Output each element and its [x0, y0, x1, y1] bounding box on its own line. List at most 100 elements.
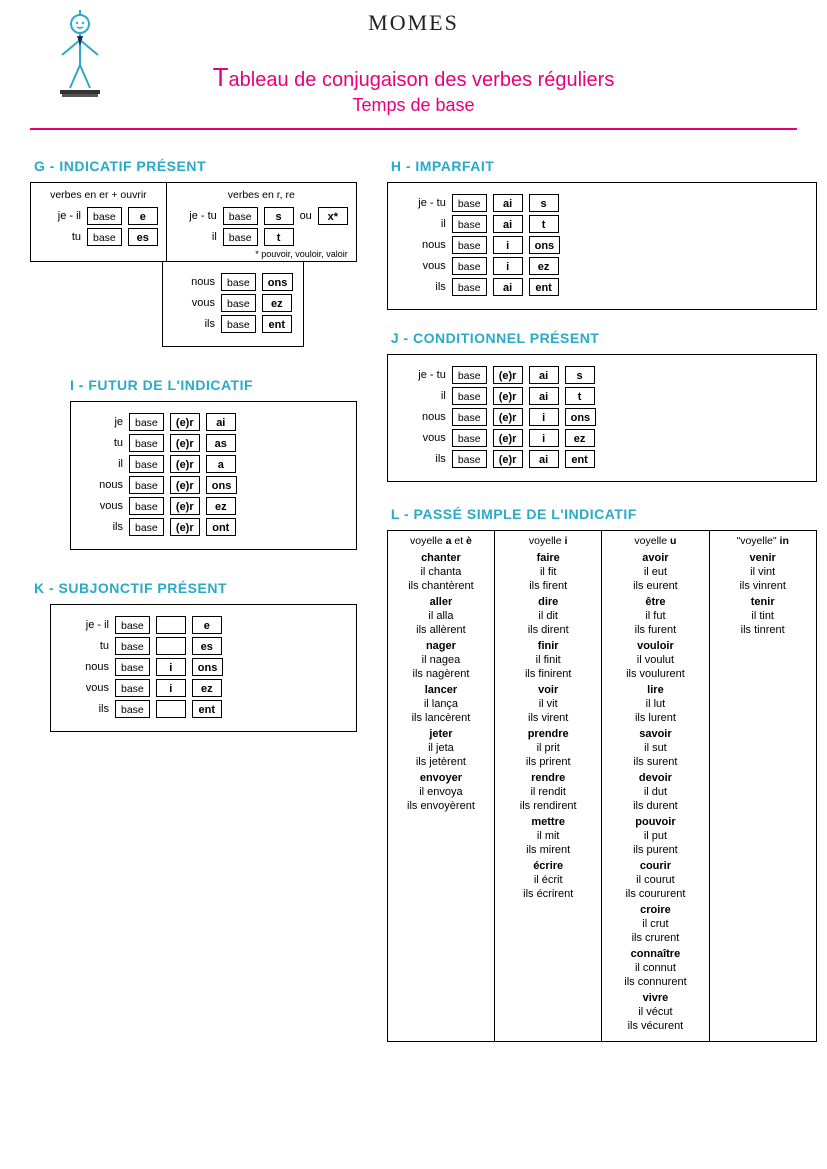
pronoun: tu	[81, 437, 123, 449]
verb-form: il tint	[714, 609, 812, 623]
verb-infinitive: lire	[606, 683, 704, 697]
column-header: "voyelle" in	[714, 535, 812, 547]
ending-cell: ons	[192, 658, 224, 676]
mid-cell: i	[156, 658, 186, 676]
pronoun: ils	[398, 281, 446, 293]
vowel-bold: a	[446, 535, 452, 547]
section-h: je - tubaseaisilbaseaitnousbaseionsvousb…	[387, 182, 817, 310]
title-capital: T	[213, 62, 229, 92]
brand-logo: MOMES	[30, 10, 797, 36]
base-cell: base	[129, 476, 164, 494]
verb-group: couriril courutils coururent	[606, 859, 704, 901]
pronoun: je - tu	[175, 210, 217, 222]
g-footnote: * pouvoir, vouloir, valoir	[175, 249, 348, 259]
conjugation-row: je - tubaseais	[398, 194, 806, 212]
verb-group: jeteril jetails jetèrent	[392, 727, 490, 769]
page: MOMES Tableau de conjugaison des verbes …	[0, 0, 827, 1072]
conjugation-row: ilbaseait	[398, 215, 806, 233]
ending-cell: ons	[206, 476, 238, 494]
verb-group: direil ditils dirent	[499, 595, 597, 637]
pronoun: ils	[398, 453, 446, 465]
conjugation-row: tubasees	[39, 228, 158, 246]
content-columns: G - INDICATIF PRÉSENT verbes en er + ouv…	[30, 144, 797, 1042]
conjugation-row: ilbaset	[175, 228, 348, 246]
verb-form: ils dirent	[499, 623, 597, 637]
verb-group: lireil lutils lurent	[606, 683, 704, 725]
pronoun: ils	[81, 521, 123, 533]
mid-cell: ai	[493, 278, 523, 296]
mid-cell: i	[156, 679, 186, 697]
base-cell: base	[87, 207, 122, 225]
pronoun: nous	[398, 239, 446, 251]
section-k: je - ilbase etubase esnousbaseionsvousba…	[50, 604, 357, 732]
verb-group: vivreil vécutils vécurent	[606, 991, 704, 1033]
verb-infinitive: chanter	[392, 551, 490, 565]
ending-cell: ons	[529, 236, 561, 254]
verb-group: vouloiril voulutils voulurent	[606, 639, 704, 681]
verb-form: ils allèrent	[392, 623, 490, 637]
ending-cell: t	[529, 215, 559, 233]
verb-infinitive: pouvoir	[606, 815, 704, 829]
section-j: je - tubase(e)raisilbase(e)raitnousbase(…	[387, 354, 817, 482]
ending-cell: ez	[206, 497, 236, 515]
mid-cell	[156, 637, 186, 655]
mid-cell: (e)r	[493, 429, 523, 447]
base-cell: base	[129, 434, 164, 452]
ending-cell: ai	[206, 413, 236, 431]
conjugation-row: nousbaseons	[173, 273, 293, 291]
conjugation-row: vousbaseiez	[61, 679, 346, 697]
conjugation-row: tubase es	[61, 637, 346, 655]
left-column: G - INDICATIF PRÉSENT verbes en er + ouv…	[30, 144, 357, 1042]
ending-cell: ont	[206, 518, 236, 536]
verb-infinitive: finir	[499, 639, 597, 653]
verb-group: avoiril eutils eurent	[606, 551, 704, 593]
verb-group: envoyeril envoyails envoyèrent	[392, 771, 490, 813]
conjugation-row: tubase(e)ras	[81, 434, 346, 452]
base-cell: base	[452, 429, 487, 447]
verb-form: il eut	[606, 565, 704, 579]
conjugation-row: nousbase(e)rions	[398, 408, 806, 426]
conjugation-row: je - tubasesoux*	[175, 207, 348, 225]
ending-cell: es	[192, 637, 222, 655]
section-title-l: L - PASSÉ SIMPLE DE L'INDICATIF	[391, 506, 817, 522]
verb-form: ils furent	[606, 623, 704, 637]
g-left-head: verbes en er + ouvrir	[39, 189, 158, 201]
verb-form: ils coururent	[606, 887, 704, 901]
ending-cell: ent	[529, 278, 559, 296]
passe-simple-column: voyelle ifaireil fitils firentdireil dit…	[495, 531, 602, 1041]
conjugation-row: jebase(e)rai	[81, 413, 346, 431]
verb-form: il rendit	[499, 785, 597, 799]
conjugation-row: ilbase(e)rait	[398, 387, 806, 405]
verb-infinitive: envoyer	[392, 771, 490, 785]
conjugation-row: nousbaseions	[398, 236, 806, 254]
pronoun: tu	[61, 640, 109, 652]
or-text: ou	[300, 210, 312, 222]
verb-infinitive: aller	[392, 595, 490, 609]
brand-text: MOMES	[368, 10, 459, 35]
verb-form: il put	[606, 829, 704, 843]
verb-form: il écrit	[499, 873, 597, 887]
pronoun: ils	[173, 318, 215, 330]
pronoun: nous	[61, 661, 109, 673]
mid-cell: (e)r	[170, 434, 200, 452]
base-cell: base	[115, 616, 150, 634]
page-title: Tableau de conjugaison des verbes réguli…	[30, 62, 797, 93]
mid-cell: (e)r	[493, 387, 523, 405]
verb-form: ils envoyèrent	[392, 799, 490, 813]
ending-cell: ez	[262, 294, 292, 312]
verb-form: il vécut	[606, 1005, 704, 1019]
pronoun: nous	[398, 411, 446, 423]
verb-infinitive: mettre	[499, 815, 597, 829]
pronoun: vous	[398, 260, 446, 272]
verb-infinitive: faire	[499, 551, 597, 565]
base-cell: base	[115, 637, 150, 655]
verb-form: il envoya	[392, 785, 490, 799]
ending-cell: e	[128, 207, 158, 225]
page-subtitle: Temps de base	[30, 95, 797, 116]
ending-cell: ez	[565, 429, 595, 447]
g-twin-box: verbes en er + ouvrir je - ilbaseetubase…	[30, 182, 357, 262]
verb-form: ils écrirent	[499, 887, 597, 901]
ending-cell: a	[206, 455, 236, 473]
ending-cell: t	[565, 387, 595, 405]
mid-cell: (e)r	[170, 455, 200, 473]
